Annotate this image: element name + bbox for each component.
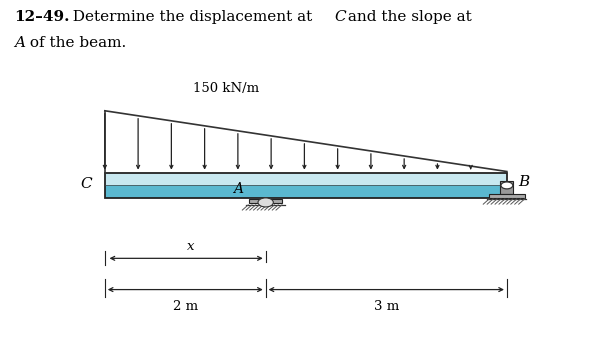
Circle shape xyxy=(501,182,513,189)
Text: of the beam.: of the beam. xyxy=(25,36,127,50)
Circle shape xyxy=(258,198,273,207)
Text: and the slope at: and the slope at xyxy=(343,10,472,24)
Text: A: A xyxy=(14,36,26,50)
Text: B: B xyxy=(519,175,530,189)
Bar xyxy=(249,199,282,203)
Text: x: x xyxy=(188,240,195,253)
Text: 3 m: 3 m xyxy=(374,300,399,313)
Bar xyxy=(500,181,513,194)
Bar xyxy=(105,173,507,186)
Text: 150 kN/m: 150 kN/m xyxy=(193,82,259,95)
Text: A: A xyxy=(233,182,244,196)
Bar xyxy=(105,173,507,197)
Bar xyxy=(105,186,507,197)
Bar xyxy=(489,194,525,197)
Text: C: C xyxy=(334,10,346,24)
Text: 12–49.: 12–49. xyxy=(14,10,70,24)
Text: Determine the displacement at: Determine the displacement at xyxy=(64,10,318,24)
Text: 2 m: 2 m xyxy=(173,300,198,313)
Text: C: C xyxy=(80,177,92,191)
